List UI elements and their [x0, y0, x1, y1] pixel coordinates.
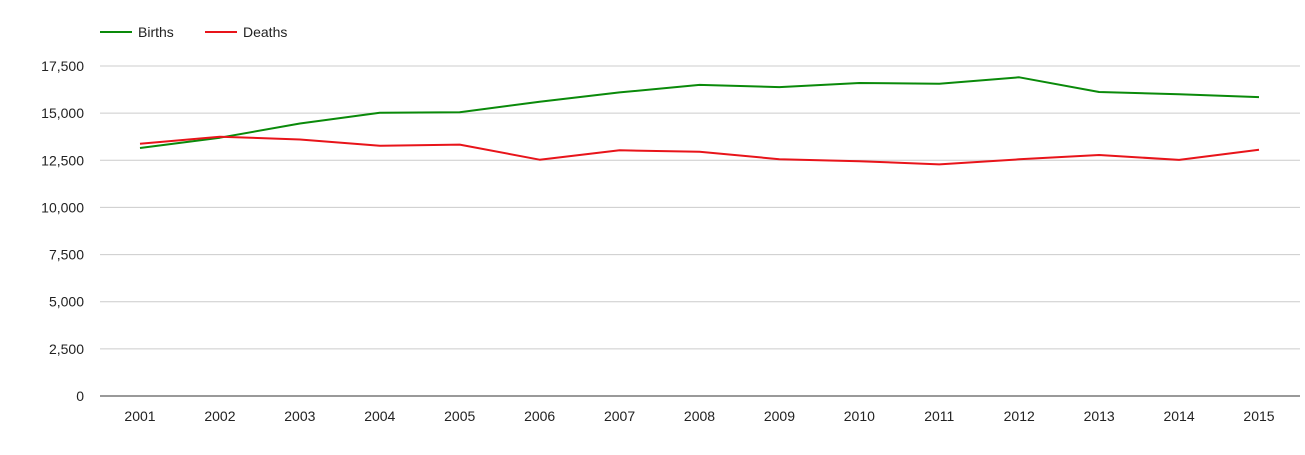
data-point-births: [936, 81, 942, 87]
x-tick-label: 2005: [444, 408, 475, 424]
x-tick-label: 2013: [1084, 408, 1115, 424]
data-point-deaths: [377, 143, 383, 149]
legend: Births Deaths: [100, 24, 287, 40]
x-tick-label: 2004: [364, 408, 395, 424]
y-tick-label: 7,500: [49, 247, 84, 263]
data-point-births: [297, 121, 303, 127]
data-point-deaths: [617, 147, 623, 153]
x-tick-label: 2011: [924, 408, 954, 424]
data-point-births: [697, 82, 703, 88]
x-tick-label: 2015: [1243, 408, 1274, 424]
legend-label: Deaths: [243, 24, 287, 40]
data-point-births: [856, 80, 862, 86]
legend-label: Births: [138, 24, 174, 40]
data-point-births: [377, 110, 383, 116]
y-tick-label: 17,500: [41, 58, 84, 74]
data-point-deaths: [1016, 156, 1022, 162]
x-tick-label: 2006: [524, 408, 555, 424]
y-tick-label: 12,500: [41, 152, 84, 168]
data-point-births: [1096, 89, 1102, 95]
data-point-deaths: [297, 137, 303, 143]
data-point-deaths: [1096, 152, 1102, 158]
data-point-births: [617, 89, 623, 95]
series-line-births: [139, 76, 1260, 149]
series-line-deaths: [139, 135, 1260, 166]
data-point-births: [537, 99, 543, 105]
data-point-births: [776, 84, 782, 90]
x-tick-label: 2012: [1004, 408, 1035, 424]
x-axis: 2001 2002 2003 2004 2005 2006 2007 2008 2009 2010…: [124, 408, 1274, 424]
y-axis: 0 2,500 5,000 7,500 10,000 12,500 15,000 17,500: [41, 58, 84, 404]
series-lines: [137, 74, 1262, 167]
x-tick-label: 2010: [844, 408, 875, 424]
data-point-deaths: [1256, 147, 1262, 153]
data-point-deaths: [137, 141, 143, 147]
data-point-births: [1256, 94, 1262, 100]
y-tick-label: 5,000: [49, 294, 84, 310]
y-tick-label: 2,500: [49, 341, 84, 357]
x-tick-label: 2008: [684, 408, 715, 424]
x-tick-label: 2009: [764, 408, 795, 424]
y-tick-label: 10,000: [41, 199, 84, 215]
x-tick-label: 2003: [284, 408, 315, 424]
x-tick-label: 2001: [124, 408, 155, 424]
y-tick-label: 0: [76, 388, 84, 404]
data-point-births: [457, 109, 463, 115]
data-point-deaths: [457, 142, 463, 148]
data-point-deaths: [776, 156, 782, 162]
data-point-deaths: [1176, 157, 1182, 163]
x-tick-label: 2002: [204, 408, 235, 424]
data-point-deaths: [856, 158, 862, 164]
data-point-births: [1016, 74, 1022, 80]
x-tick-label: 2007: [604, 408, 635, 424]
legend-item-births: Births: [100, 24, 174, 40]
data-point-births: [1176, 91, 1182, 97]
data-point-deaths: [697, 149, 703, 155]
data-point-deaths: [217, 134, 223, 140]
x-tick-label: 2014: [1163, 408, 1194, 424]
grid-lines: [100, 65, 1300, 397]
data-point-deaths: [537, 157, 543, 163]
y-tick-label: 15,000: [41, 105, 84, 121]
legend-item-deaths: Deaths: [205, 24, 287, 40]
data-point-deaths: [936, 161, 942, 167]
